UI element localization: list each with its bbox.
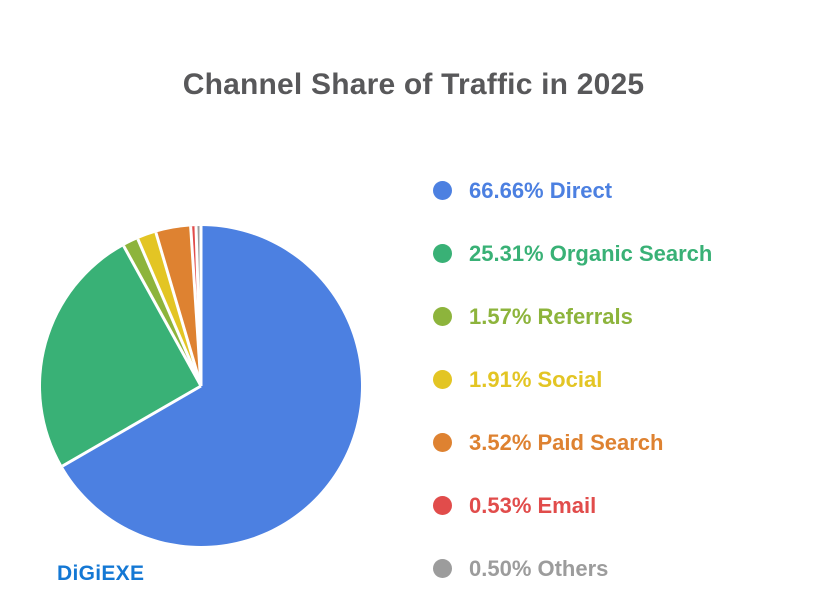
legend-dot-icon <box>433 496 452 515</box>
legend-label: 0.50% Others <box>469 555 609 581</box>
legend-dot-icon <box>433 370 452 389</box>
legend-dot-icon <box>433 559 452 578</box>
pie-slice-separator <box>136 238 203 387</box>
legend-item-email[interactable]: 0.53% Email <box>433 493 712 518</box>
legend-label: 0.53% Email <box>469 492 597 518</box>
pie-chart[interactable] <box>37 222 365 550</box>
legend-dot-icon <box>433 307 452 326</box>
legend-dot-icon <box>433 244 452 263</box>
legend-item-social[interactable]: 1.91% Social <box>433 367 712 392</box>
chart-title: Channel Share of Traffic in 2025 <box>182 68 645 101</box>
pie-slice-separator <box>122 245 203 387</box>
legend-label: 1.91% Social <box>469 366 603 392</box>
legend-label: 66.66% Direct <box>469 177 613 203</box>
brand-logo: DiGiEXE <box>57 562 145 585</box>
legend-dot-icon <box>433 181 452 200</box>
legend-dot-icon <box>433 433 452 452</box>
pie-slice-organic-search[interactable] <box>41 245 202 467</box>
legend-item-referrals[interactable]: 1.57% Referrals <box>433 304 712 329</box>
legend-label: 25.31% Organic Search <box>469 240 713 266</box>
legend-label: 3.52% Paid Search <box>469 429 664 455</box>
pie-slice-separator <box>61 384 202 468</box>
legend-label: 1.57% Referrals <box>469 303 633 329</box>
chart-legend: 66.66% Direct 25.31% Organic Search 1.57% … <box>433 178 712 600</box>
legend-item-direct[interactable]: 66.66% Direct <box>433 178 712 203</box>
pie-slice-separator <box>154 232 203 387</box>
pie-slice-direct[interactable] <box>62 226 361 546</box>
legend-item-organic-search[interactable]: 25.31% Organic Search <box>433 241 712 266</box>
legend-item-others[interactable]: 0.50% Others <box>433 556 712 581</box>
pie-slice-separator <box>194 226 203 387</box>
legend-item-paid-search[interactable]: 3.52% Paid Search <box>433 430 712 455</box>
